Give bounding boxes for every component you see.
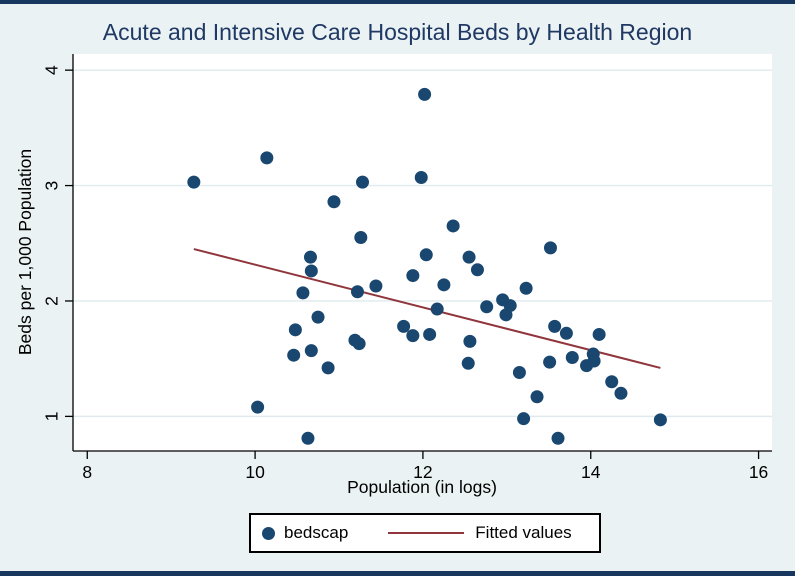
scatter-point (614, 386, 628, 400)
scatter-point (530, 390, 544, 404)
scatter-point (463, 334, 477, 348)
x-tick-label-8: 8 (82, 462, 92, 482)
scatter-point (350, 285, 364, 299)
scatter-point (605, 375, 619, 389)
scatter-point (519, 281, 533, 295)
scatter-point (352, 337, 366, 351)
scatter-point (260, 151, 274, 165)
scatter-point (251, 400, 265, 414)
scatter-points-layer (187, 87, 667, 445)
scatter-point (462, 250, 476, 264)
legend-label-bedscap: bedscap (284, 523, 349, 542)
bottom-border-bar (0, 571, 795, 576)
scatter-point (430, 302, 444, 316)
y-tick-label-3: 3 (42, 181, 62, 191)
fitted-line (193, 248, 661, 369)
scatter-point (559, 326, 573, 340)
scatter-point (499, 308, 513, 322)
scatter-point (543, 241, 557, 255)
scatter-point (543, 355, 557, 369)
scatter-point (321, 361, 335, 375)
scatter-point (437, 278, 451, 292)
scatter-point (565, 351, 579, 365)
y-axis-title: Beds per 1,000 Population (15, 149, 35, 355)
x-tick-label-12: 12 (413, 462, 432, 482)
x-tick-label-16: 16 (749, 462, 768, 482)
scatter-point (480, 300, 494, 314)
scatter-point (512, 366, 526, 380)
scatter-point (548, 319, 562, 333)
y-tick-label-4: 4 (42, 65, 62, 75)
scatter-point (304, 344, 318, 358)
scatter-point (653, 413, 667, 427)
scatter-point (419, 248, 433, 262)
scatter-point (470, 263, 484, 277)
y-tick-label-2: 2 (42, 296, 62, 306)
scatter-point (303, 250, 317, 264)
scatter-point (287, 348, 301, 362)
legend: bedscap Fitted values (249, 513, 601, 553)
scatter-point (423, 327, 437, 341)
x-axis-title: Population (in logs) (347, 477, 497, 497)
scatter-point (418, 87, 432, 101)
scatter-point (327, 195, 341, 209)
x-tick-label-10: 10 (245, 462, 265, 482)
scatter-point (592, 327, 606, 341)
scatter-point (406, 269, 420, 283)
scatter-point (311, 310, 325, 324)
scatter-point (551, 431, 565, 445)
fitted-line-layer (193, 248, 661, 369)
x-tick-label-14: 14 (581, 462, 601, 482)
scatter-point (446, 219, 460, 233)
scatter-point (517, 412, 531, 426)
scatter-point (304, 264, 318, 278)
scatter-point (356, 175, 370, 189)
scatter-marker-icon (262, 526, 275, 540)
top-border-bar (0, 0, 795, 4)
scatter-point (187, 175, 201, 189)
scatter-point (461, 356, 475, 370)
scatter-point (414, 170, 428, 184)
fitted-line-sample-icon (388, 532, 465, 534)
scatter-point (406, 329, 420, 343)
scatter-point (301, 431, 315, 445)
scatter-point (397, 319, 411, 333)
legend-label-fitted-values: Fitted values (475, 523, 572, 542)
scatter-point (369, 279, 383, 293)
scatter-point (354, 230, 368, 244)
y-tick-label-1: 1 (42, 412, 62, 422)
scatter-point (296, 286, 310, 300)
scatter-point (587, 354, 601, 368)
chart-title: Acute and Intensive Care Hospital Beds b… (102, 19, 693, 45)
scatter-point (288, 323, 302, 337)
